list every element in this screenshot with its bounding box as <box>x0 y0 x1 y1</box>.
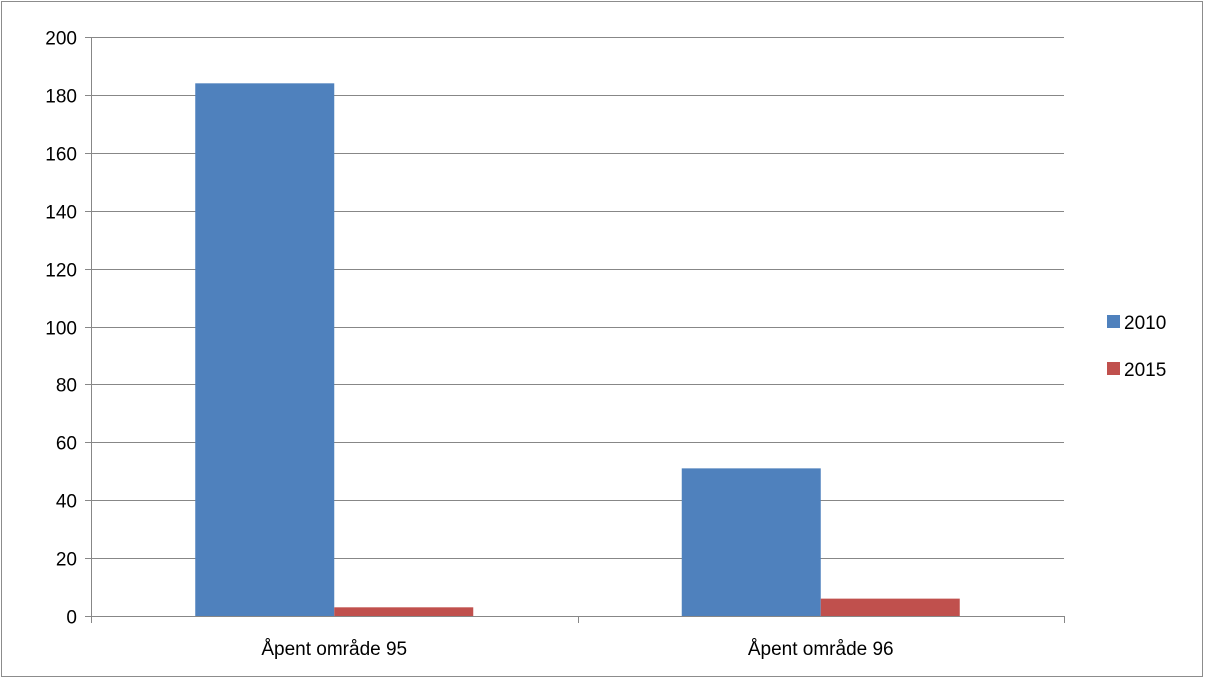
bar-2015-1 <box>334 607 474 616</box>
y-tick-labels: 0 20 40 60 80 100 120 140 160 180 200 <box>45 29 77 629</box>
x-tick-label: Åpent område 96 <box>748 639 894 660</box>
axes <box>85 37 1065 623</box>
bar-2010-1 <box>195 83 335 616</box>
y-tick-label: 160 <box>45 145 77 166</box>
y-tick-label: 200 <box>45 29 77 50</box>
y-tick-label: 120 <box>45 261 77 282</box>
y-tick-label: 40 <box>56 492 77 513</box>
legend-swatch-2010 <box>1107 315 1120 328</box>
bar-2010-2 <box>681 468 821 616</box>
x-tick-label: Åpent område 95 <box>261 639 407 660</box>
y-tick-label: 80 <box>56 376 77 397</box>
y-tick-label: 20 <box>56 550 77 571</box>
legend-label-2010: 2010 <box>1124 313 1166 334</box>
y-tick-label: 0 <box>66 608 77 629</box>
legend-label-2015: 2015 <box>1124 360 1166 381</box>
y-tick-label: 180 <box>45 87 77 108</box>
bar-2015-2 <box>820 598 960 616</box>
y-tick-label: 60 <box>56 434 77 455</box>
legend: 2010 2015 <box>1107 313 1166 381</box>
y-tick-label: 140 <box>45 203 77 224</box>
y-tick-label: 100 <box>45 319 77 340</box>
legend-swatch-2015 <box>1107 362 1120 375</box>
bars <box>195 83 960 616</box>
x-tick-labels: Åpent område 95 Åpent område 96 <box>261 639 893 660</box>
